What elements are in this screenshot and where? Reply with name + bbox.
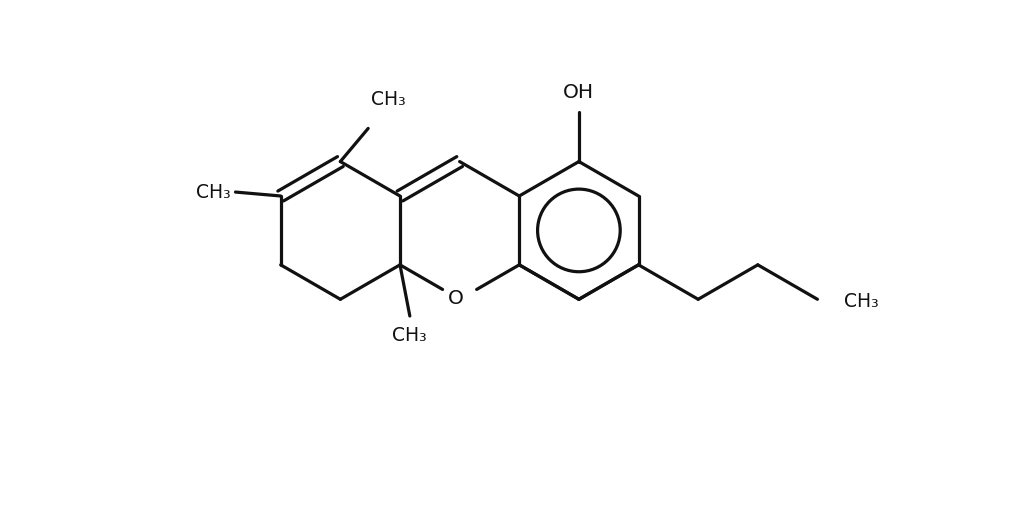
Text: CH₃: CH₃	[392, 326, 427, 345]
Text: CH₃: CH₃	[196, 183, 230, 202]
Text: O: O	[447, 289, 464, 308]
Text: CH₃: CH₃	[371, 90, 406, 109]
Text: OH: OH	[563, 83, 595, 102]
Text: CH₃: CH₃	[844, 292, 879, 311]
